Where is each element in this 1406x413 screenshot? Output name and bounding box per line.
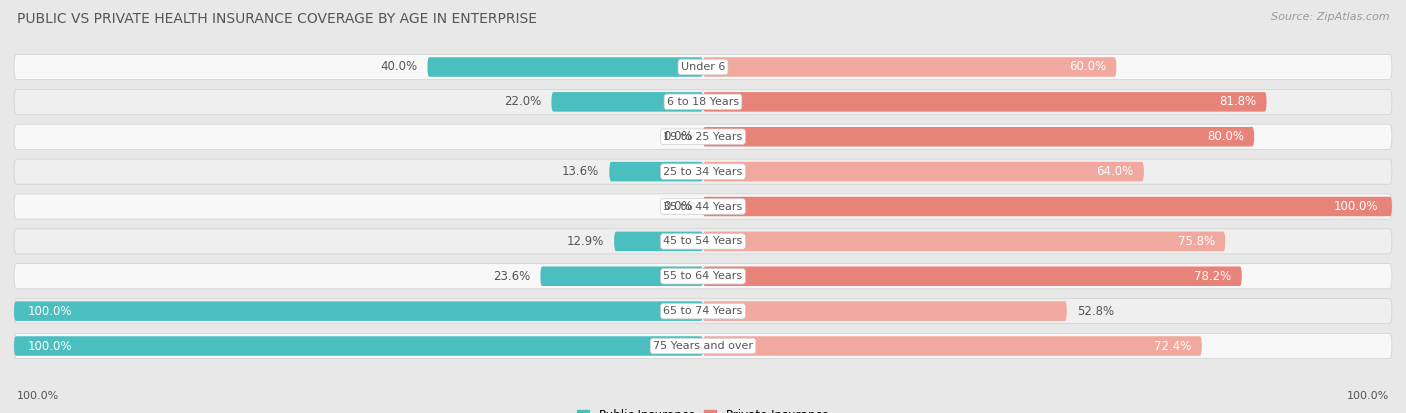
Text: 81.8%: 81.8% [1219, 95, 1256, 108]
FancyBboxPatch shape [14, 55, 1392, 80]
Text: 12.9%: 12.9% [567, 235, 603, 248]
Text: 78.2%: 78.2% [1194, 270, 1232, 283]
FancyBboxPatch shape [14, 263, 1392, 289]
FancyBboxPatch shape [703, 162, 1144, 181]
FancyBboxPatch shape [614, 232, 703, 251]
Text: 45 to 54 Years: 45 to 54 Years [664, 236, 742, 247]
FancyBboxPatch shape [703, 197, 1392, 216]
Text: 35 to 44 Years: 35 to 44 Years [664, 202, 742, 211]
Text: 23.6%: 23.6% [494, 270, 530, 283]
FancyBboxPatch shape [703, 336, 1202, 356]
Text: 13.6%: 13.6% [562, 165, 599, 178]
Text: 75 Years and over: 75 Years and over [652, 341, 754, 351]
FancyBboxPatch shape [14, 159, 1392, 184]
Text: 19 to 25 Years: 19 to 25 Years [664, 132, 742, 142]
Text: 22.0%: 22.0% [503, 95, 541, 108]
Text: 60.0%: 60.0% [1069, 60, 1107, 74]
Text: 25 to 34 Years: 25 to 34 Years [664, 166, 742, 177]
Text: 65 to 74 Years: 65 to 74 Years [664, 306, 742, 316]
Text: 100.0%: 100.0% [28, 305, 72, 318]
FancyBboxPatch shape [609, 162, 703, 181]
Text: 0.0%: 0.0% [664, 200, 693, 213]
FancyBboxPatch shape [551, 92, 703, 112]
FancyBboxPatch shape [14, 333, 1392, 358]
Text: 55 to 64 Years: 55 to 64 Years [664, 271, 742, 281]
FancyBboxPatch shape [703, 266, 1241, 286]
FancyBboxPatch shape [703, 57, 1116, 77]
Text: PUBLIC VS PRIVATE HEALTH INSURANCE COVERAGE BY AGE IN ENTERPRISE: PUBLIC VS PRIVATE HEALTH INSURANCE COVER… [17, 12, 537, 26]
Text: 100.0%: 100.0% [1334, 200, 1378, 213]
Text: Source: ZipAtlas.com: Source: ZipAtlas.com [1271, 12, 1389, 22]
Text: 52.8%: 52.8% [1077, 305, 1114, 318]
FancyBboxPatch shape [14, 124, 1392, 150]
FancyBboxPatch shape [14, 299, 1392, 324]
Text: 0.0%: 0.0% [664, 130, 693, 143]
Text: 80.0%: 80.0% [1206, 130, 1244, 143]
FancyBboxPatch shape [14, 229, 1392, 254]
Legend: Public Insurance, Private Insurance: Public Insurance, Private Insurance [572, 404, 834, 413]
FancyBboxPatch shape [703, 127, 1254, 147]
Text: 64.0%: 64.0% [1097, 165, 1133, 178]
FancyBboxPatch shape [703, 92, 1267, 112]
Text: 75.8%: 75.8% [1178, 235, 1215, 248]
FancyBboxPatch shape [14, 89, 1392, 114]
FancyBboxPatch shape [540, 266, 703, 286]
Text: Under 6: Under 6 [681, 62, 725, 72]
Text: 72.4%: 72.4% [1154, 339, 1191, 353]
Text: 100.0%: 100.0% [28, 339, 72, 353]
FancyBboxPatch shape [14, 194, 1392, 219]
FancyBboxPatch shape [703, 232, 1225, 251]
FancyBboxPatch shape [14, 301, 703, 321]
Text: 100.0%: 100.0% [17, 391, 59, 401]
Text: 100.0%: 100.0% [1347, 391, 1389, 401]
FancyBboxPatch shape [703, 301, 1067, 321]
Text: 6 to 18 Years: 6 to 18 Years [666, 97, 740, 107]
FancyBboxPatch shape [427, 57, 703, 77]
FancyBboxPatch shape [14, 336, 703, 356]
Text: 40.0%: 40.0% [380, 60, 418, 74]
